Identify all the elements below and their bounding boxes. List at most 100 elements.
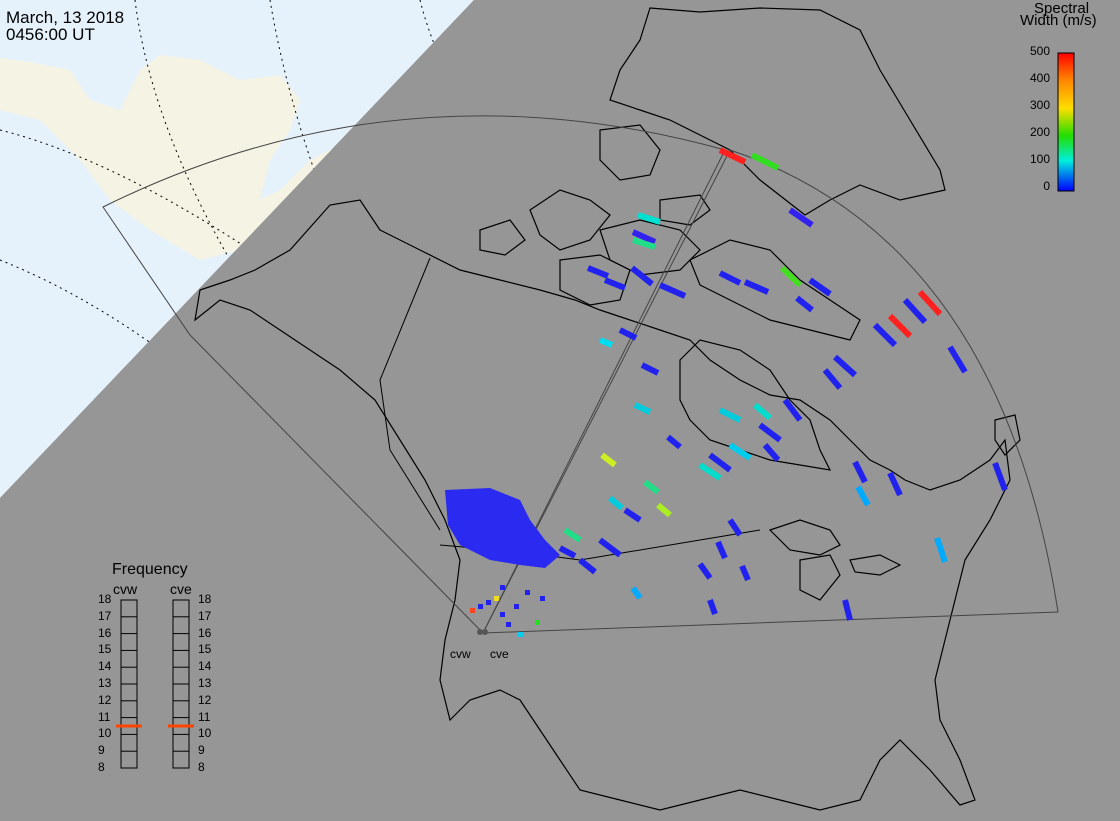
colorbar-tick: 300 [1029,98,1050,112]
echo-gate [494,596,499,601]
echo-segment [727,518,743,537]
echo-segment [762,443,781,462]
date-label: March, 13 2018 [6,8,125,27]
colorbar-tick: 200 [1029,125,1050,139]
freq-scale-label-right: 8 [198,760,205,774]
echo-segment [623,507,642,523]
colorbar-title: Spectral [1034,0,1090,17]
echo-segment [578,557,597,575]
echo-segment [598,337,614,348]
echo-segment [758,422,782,443]
coastlines [194,7,1021,811]
echo-segment [788,207,814,228]
echo-segment [782,398,803,422]
echo-segment [753,402,772,421]
freq-scale-label-left: 13 [98,676,112,690]
echo-segment [795,295,814,313]
colorbar-tick: 0 [1043,179,1050,193]
echo-segment [779,265,803,288]
frequency-panel [120,599,190,769]
echo-segment [902,297,928,325]
colorbar-gradient [1057,52,1075,192]
freq-column-label-cvw: cvw [113,581,138,597]
echo-segment [707,598,718,616]
echo-gate [525,590,530,595]
echo-segment [934,537,948,563]
freq-scale-label-left: 15 [98,642,112,657]
freq-indicator-cve [168,724,194,728]
freq-scale-label-right: 16 [198,625,212,640]
echo-gate [500,612,505,617]
freq-scale-label-right: 14 [198,659,212,674]
freq-scale-label-left: 8 [98,760,105,774]
echo-segment [618,327,638,341]
colorbar-tick: 100 [1029,152,1050,166]
scatter-data [445,147,1008,637]
echo-segment [718,147,747,165]
daylit-land [0,55,350,260]
freq-scale-label-left: 16 [98,625,112,640]
echo-segment [698,462,722,481]
freq-scale-label-left: 10 [98,726,112,741]
frequency-title: Frequency [112,561,188,578]
echo-gate [500,585,505,590]
echo-segment [632,237,656,250]
echo-gate [540,596,545,601]
echo-segment [917,289,943,317]
freq-column-label-cve: cve [170,581,192,597]
time-label: 0456:00 UT [6,25,95,44]
echo-segment [697,562,713,580]
echo-gate [535,620,540,625]
echo-segment [739,564,751,582]
freq-scale-label-right: 15 [198,642,212,657]
freq-scale-label-right: 12 [198,692,212,707]
echo-segment [637,212,661,225]
freq-scale-label-right: 9 [198,743,205,758]
colorbar-units: Width (m/s) [1020,12,1097,29]
echo-segment [718,407,742,423]
echo-segment [872,322,898,348]
echo-segment [631,229,657,245]
echo-gate [518,632,523,637]
echo-segment [947,345,968,374]
freq-scale-label-left: 11 [98,709,111,724]
echo-gate [478,604,483,609]
echo-cluster [445,488,560,568]
echo-segment [842,599,853,621]
echo-segment [992,461,1008,492]
echo-segment [666,434,682,450]
freq-scale-label-left: 9 [98,743,105,758]
site-marker-cve [482,629,488,635]
echo-segment [643,479,660,495]
site-label-cvw: cvw [450,647,471,661]
echo-segment [852,460,868,484]
echo-segment [855,485,871,507]
echo-segment [563,527,582,543]
site-label-cve: cve [490,647,509,661]
freq-scale-label-right: 18 [198,592,212,606]
echo-segment [600,452,617,468]
echo-gate [486,600,491,605]
freq-scale-label-right: 10 [198,726,212,741]
echo-segment [656,502,672,518]
echo-segment [832,354,858,378]
echo-segment [658,282,687,299]
echo-segment [887,471,903,497]
echo-segment [633,402,652,415]
echo-segment [743,279,770,295]
echo-segment [822,368,843,390]
echo-segment [608,495,624,511]
echo-segment [718,270,742,286]
echo-segment [887,313,913,339]
echo-segment [558,545,577,559]
echo-segment [750,152,780,171]
freq-scale-label-left: 18 [98,592,112,606]
freq-scale-label-right: 13 [198,676,212,690]
site-marker-cvw [477,629,483,635]
echo-segment [808,277,832,297]
freq-scale-label-right: 11 [198,709,211,724]
colorbar-tick: 400 [1029,71,1050,85]
